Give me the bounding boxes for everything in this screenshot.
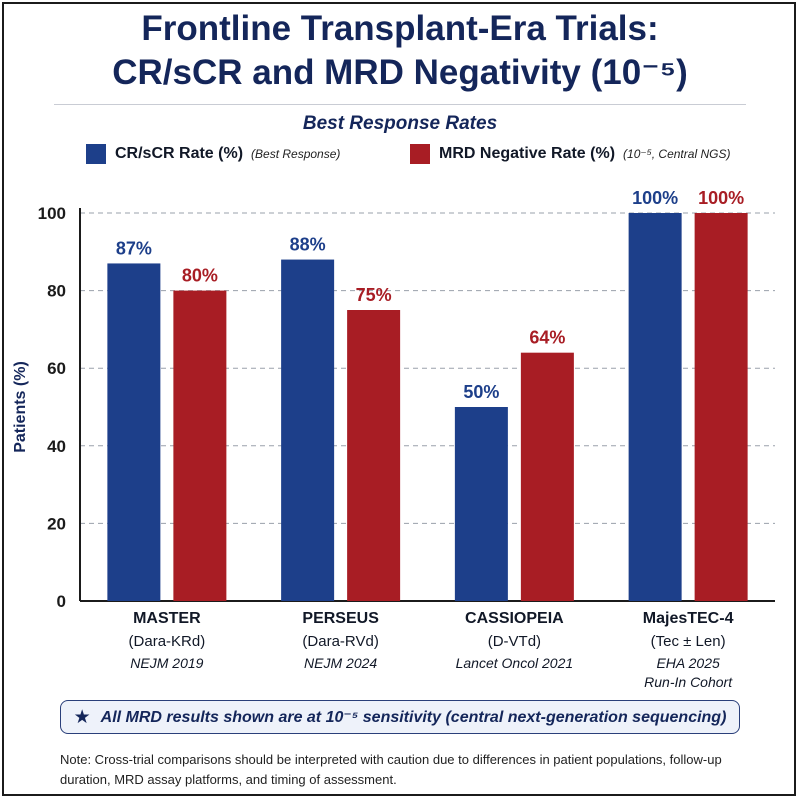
- legend-label-cr-scr: CR/sCR Rate (%): [115, 145, 244, 162]
- chart-title-line-2: CR/sCR and MRD Negativity (10⁻⁵): [112, 53, 688, 92]
- x-source-label-majestec-4: EHA 2025: [656, 655, 720, 671]
- chart-title-line-1: Frontline Transplant-Era Trials:: [141, 9, 659, 48]
- y-tick-label-100: 100: [38, 204, 66, 223]
- star-icon: ★: [73, 706, 91, 728]
- bar-mrd-majestec-4: [694, 213, 748, 601]
- legend-note-cr-scr: (Best Response): [251, 147, 341, 161]
- legend-note-mrd-negative: (10⁻⁵, Central NGS): [623, 147, 731, 161]
- bar-cr-scr-cassiopeia: [454, 407, 508, 601]
- bar-mrd-perseus: [347, 310, 401, 601]
- x-regimen-label-perseus: (Dara-RVd): [302, 633, 378, 650]
- bar-value-label-cr-scr-majestec-4: 100%: [632, 188, 678, 208]
- y-axis-label: Patients (%): [12, 361, 29, 453]
- title-divider: [54, 104, 746, 105]
- x-source-label-majestec-4-1: Run-In Cohort: [644, 674, 733, 690]
- mrd-sensitivity-callout: ★ All MRD results shown are at 10⁻⁵ sens…: [60, 700, 740, 734]
- bar-mrd-cassiopeia: [520, 352, 574, 601]
- x-category-label-perseus: PERSEUS: [302, 610, 379, 627]
- bar-value-label-mrd-cassiopeia: 64%: [529, 328, 565, 348]
- x-source-label-master: NEJM 2019: [130, 655, 203, 671]
- bar-value-label-cr-scr-perseus: 88%: [290, 235, 326, 255]
- bar-cr-scr-perseus: [281, 259, 335, 601]
- legend-swatch-cr-scr: [86, 144, 106, 164]
- bar-value-label-mrd-master: 80%: [182, 266, 218, 286]
- callout-text: All MRD results shown are at 10⁻⁵ sensit…: [100, 709, 727, 726]
- x-regimen-label-master: (Dara-KRd): [129, 633, 206, 650]
- bar-cr-scr-master: [107, 263, 161, 601]
- x-source-label-cassiopeia: Lancet Oncol 2021: [456, 655, 574, 671]
- y-tick-label-60: 60: [47, 359, 66, 378]
- bar-value-label-cr-scr-master: 87%: [116, 238, 152, 258]
- y-tick-label-20: 20: [47, 514, 66, 533]
- x-category-label-cassiopeia: CASSIOPEIA: [465, 610, 564, 627]
- x-category-label-majestec-4: MajesTEC-4: [643, 610, 734, 627]
- bar-cr-scr-majestec-4: [628, 213, 682, 601]
- legend-swatch-mrd-negative: [410, 144, 430, 164]
- chart-subtitle: Best Response Rates: [302, 113, 498, 134]
- bar-mrd-master: [173, 290, 227, 601]
- legend-item-mrd-negative: MRD Negative Rate (%) (10⁻⁵, Central NGS…: [410, 142, 730, 166]
- x-source-label-perseus: NEJM 2024: [304, 655, 377, 671]
- bar-value-label-mrd-perseus: 75%: [356, 285, 392, 305]
- x-category-label-master: MASTER: [133, 610, 201, 627]
- bar-value-label-mrd-majestec-4: 100%: [698, 188, 744, 208]
- y-tick-label-0: 0: [57, 592, 66, 611]
- legend-label-mrd-negative: MRD Negative Rate (%): [439, 145, 616, 162]
- footnote: Note: Cross-trial comparisons should be …: [60, 752, 722, 787]
- y-tick-label-40: 40: [47, 437, 66, 456]
- x-regimen-label-majestec-4: (Tec ± Len): [651, 633, 726, 650]
- x-regimen-label-cassiopeia: (D-VTd): [488, 633, 541, 650]
- legend-item-cr-scr: CR/sCR Rate (%) (Best Response): [86, 142, 340, 166]
- bar-value-label-cr-scr-cassiopeia: 50%: [463, 382, 499, 402]
- y-tick-label-80: 80: [47, 282, 66, 301]
